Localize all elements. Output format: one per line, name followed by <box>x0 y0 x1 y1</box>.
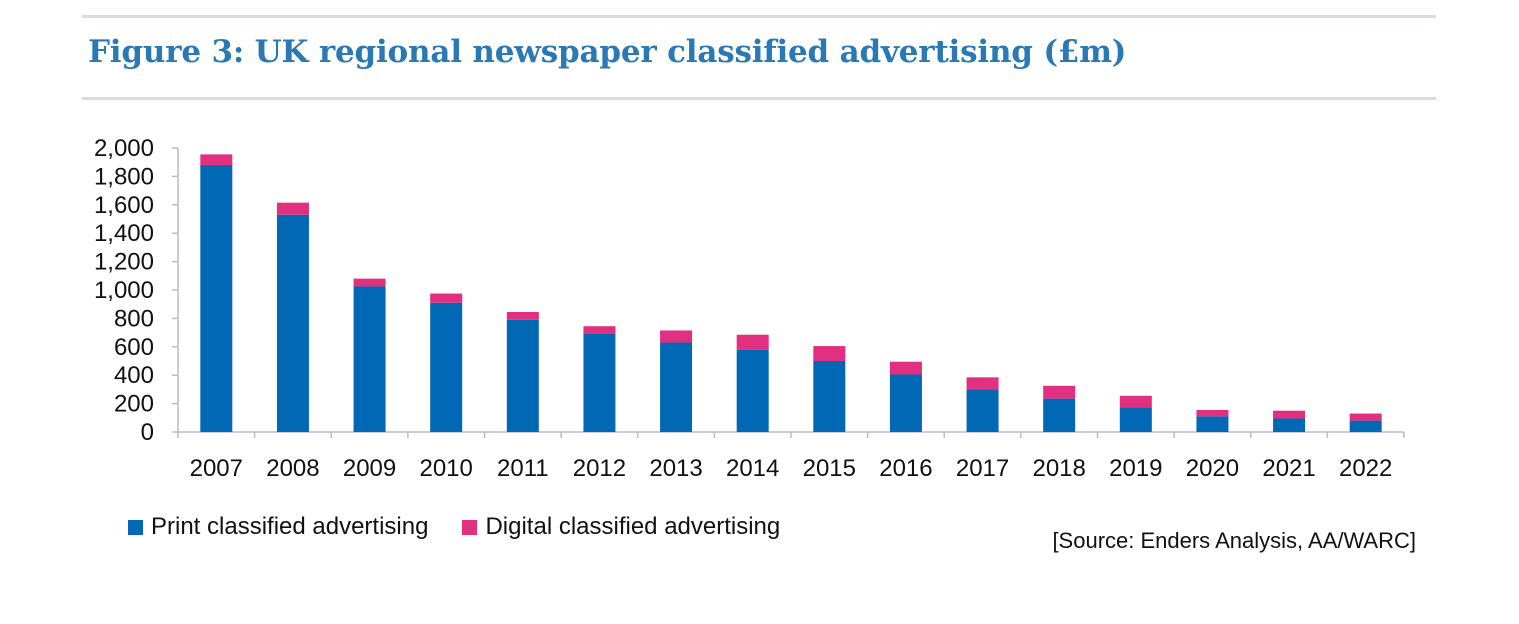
bar-digital-2016 <box>889 361 922 375</box>
source-note: [Source: Enders Analysis, AA/WARC] <box>1052 528 1416 553</box>
bar-digital-2009 <box>353 278 386 287</box>
x-tick-label: 2016 <box>879 455 932 482</box>
bar-digital-2011 <box>506 312 539 320</box>
bar-digital-2017 <box>966 377 999 390</box>
bar-print-2019 <box>1119 407 1152 432</box>
bar-digital-2014 <box>736 334 769 350</box>
bar-print-2014 <box>736 349 769 432</box>
x-tick-label: 2009 <box>343 455 396 482</box>
bar-print-2007 <box>200 165 233 433</box>
y-tick-label: 800 <box>114 305 154 332</box>
x-tick-label: 2013 <box>649 455 702 482</box>
y-tick-label: 200 <box>114 391 154 418</box>
x-tick-label: 2020 <box>1186 455 1239 482</box>
x-tick-label: 2008 <box>266 455 319 482</box>
y-tick-label: 1,600 <box>94 192 154 219</box>
bar-digital-2021 <box>1273 410 1306 419</box>
y-tick-label: 1,200 <box>94 249 154 276</box>
bar-digital-2013 <box>660 330 693 343</box>
legend-label-digital: Digital classified advertising <box>485 513 781 540</box>
bar-print-2015 <box>813 361 846 432</box>
x-tick-label: 2011 <box>497 455 549 482</box>
x-tick-label: 2017 <box>956 455 1009 482</box>
bar-digital-2010 <box>430 293 463 303</box>
bar-print-2013 <box>660 342 693 432</box>
y-tick-label: 400 <box>114 362 154 389</box>
bar-digital-2008 <box>276 202 309 215</box>
bar-print-2011 <box>506 319 539 432</box>
x-tick-label: 2022 <box>1339 455 1392 482</box>
x-tick-label: 2012 <box>573 455 626 482</box>
bar-print-2021 <box>1273 418 1306 432</box>
x-tick-label: 2010 <box>419 455 472 482</box>
legend-swatch-print <box>128 519 143 535</box>
bar-print-2009 <box>353 286 386 432</box>
bar-digital-2012 <box>583 326 616 335</box>
legend-item-print: Print classified advertising <box>128 513 428 541</box>
chart-legend: Print classified advertising Digital cla… <box>128 513 814 541</box>
legend-swatch-digital <box>462 519 478 535</box>
figure-title: Figure 3: UK regional newspaper classifi… <box>88 34 1127 70</box>
bar-print-2008 <box>276 214 309 432</box>
bar-digital-2007 <box>200 154 233 166</box>
legend-label-print: Print classified advertising <box>151 513 429 540</box>
y-tick-label: 0 <box>141 419 154 446</box>
x-tick-label: 2007 <box>190 455 243 482</box>
y-tick-label: 2,000 <box>94 135 154 162</box>
y-tick-label: 1,000 <box>94 277 154 304</box>
top-rule <box>82 15 1436 18</box>
y-tick-label: 600 <box>114 334 154 361</box>
bar-digital-2018 <box>1043 385 1076 399</box>
x-tick-label: 2015 <box>803 455 856 482</box>
y-tick-label: 1,800 <box>94 163 154 190</box>
bar-digital-2015 <box>813 346 846 361</box>
bar-print-2018 <box>1043 398 1076 432</box>
x-tick-label: 2019 <box>1109 455 1162 482</box>
bar-print-2010 <box>430 302 463 432</box>
title-rule <box>82 97 1436 100</box>
bar-digital-2019 <box>1119 395 1152 408</box>
y-tick-label: 1,400 <box>94 220 154 247</box>
bar-digital-2020 <box>1196 409 1229 417</box>
legend-item-digital: Digital classified advertising <box>462 513 780 541</box>
x-tick-label: 2018 <box>1032 455 1085 482</box>
bar-print-2016 <box>889 374 922 432</box>
bar-print-2012 <box>583 334 616 432</box>
bar-print-2020 <box>1196 416 1229 432</box>
x-tick-label: 2014 <box>726 455 779 482</box>
bar-print-2022 <box>1349 420 1382 432</box>
bar-digital-2022 <box>1349 413 1382 421</box>
bar-print-2017 <box>966 389 999 432</box>
x-tick-label: 2021 <box>1262 455 1315 482</box>
